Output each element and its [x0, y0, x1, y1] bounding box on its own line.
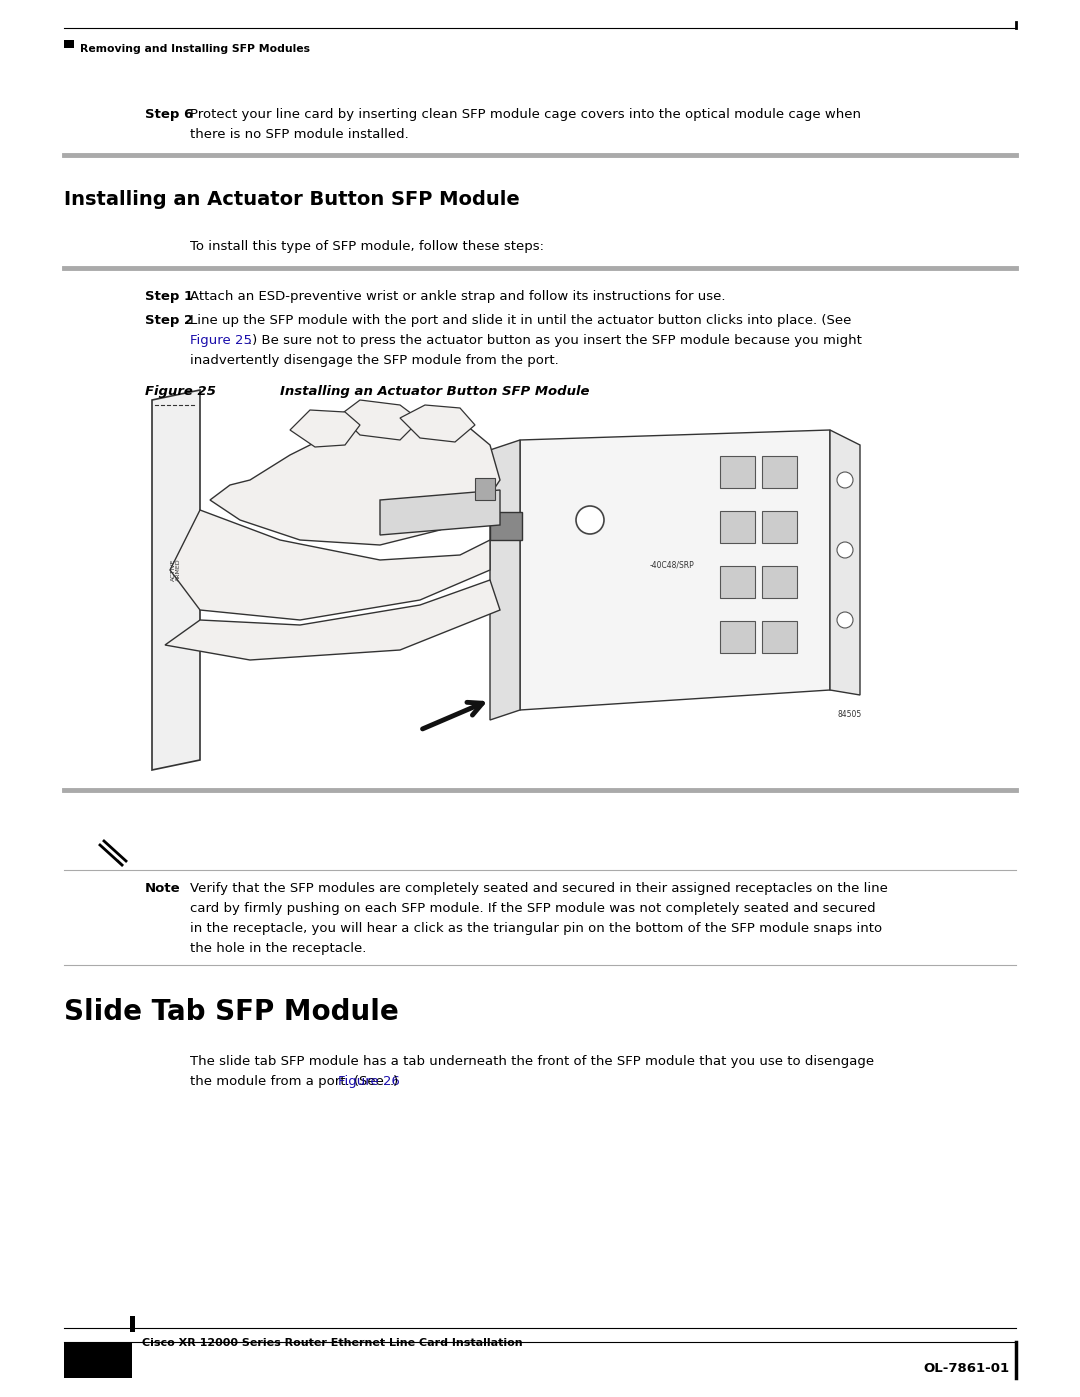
Bar	[762, 511, 797, 543]
Text: OL-7861-01: OL-7861-01	[923, 1362, 1010, 1375]
Text: Note: Note	[145, 882, 180, 895]
Text: Slide Tab SFP Module: Slide Tab SFP Module	[64, 997, 399, 1025]
Text: the module from a port. (See: the module from a port. (See	[190, 1076, 388, 1088]
Text: Figure 25: Figure 25	[145, 386, 216, 398]
Polygon shape	[165, 580, 500, 659]
Bar	[720, 455, 755, 488]
Bar	[720, 511, 755, 543]
Text: .): .)	[390, 1076, 400, 1088]
Polygon shape	[400, 405, 475, 441]
Text: Attach an ESD-preventive wrist or ankle strap and follow its instructions for us: Attach an ESD-preventive wrist or ankle …	[190, 291, 726, 303]
Polygon shape	[210, 415, 500, 545]
Polygon shape	[340, 400, 420, 440]
Bar	[762, 455, 797, 488]
Bar	[64, 1343, 132, 1377]
Polygon shape	[291, 409, 360, 447]
Text: card by firmly pushing on each SFP module. If the SFP module was not completely : card by firmly pushing on each SFP modul…	[190, 902, 876, 915]
Text: there is no SFP module installed.: there is no SFP module installed.	[190, 129, 408, 141]
Bar	[720, 622, 755, 652]
Text: .) Be sure not to press the actuator button as you insert the SFP module because: .) Be sure not to press the actuator but…	[248, 334, 862, 346]
Text: Removing and Installing SFP Modules: Removing and Installing SFP Modules	[80, 43, 310, 54]
Text: Figure 26: Figure 26	[338, 1076, 400, 1088]
Text: in the receptacle, you will hear a click as the triangular pin on the bottom of : in the receptacle, you will hear a click…	[190, 922, 882, 935]
Polygon shape	[831, 430, 860, 694]
Text: The slide tab SFP module has a tab underneath the front of the SFP module that y: The slide tab SFP module has a tab under…	[190, 1055, 874, 1067]
Text: Figure 25: Figure 25	[190, 334, 252, 346]
Text: Verify that the SFP modules are completely seated and secured in their assigned : Verify that the SFP modules are complete…	[190, 882, 888, 895]
Bar	[720, 566, 755, 598]
Text: the hole in the receptacle.: the hole in the receptacle.	[190, 942, 366, 956]
Circle shape	[837, 472, 853, 488]
Bar	[130, 1316, 135, 1331]
Text: Cisco XR 12000 Series Router Ethernet Line Card Installation: Cisco XR 12000 Series Router Ethernet Li…	[141, 1338, 523, 1348]
Polygon shape	[519, 430, 831, 710]
Text: To install this type of SFP module, follow these steps:: To install this type of SFP module, foll…	[190, 240, 544, 253]
Polygon shape	[380, 490, 500, 535]
Bar	[490, 511, 522, 541]
Text: ACTIVE
ARMED: ACTIVE ARMED	[171, 559, 181, 581]
Text: Step 6: Step 6	[145, 108, 193, 122]
Text: Installing an Actuator Button SFP Module: Installing an Actuator Button SFP Module	[280, 386, 590, 398]
Text: 34: 34	[86, 1362, 110, 1380]
Text: -40C48/SRP: -40C48/SRP	[650, 560, 694, 569]
Polygon shape	[490, 440, 519, 719]
Bar	[150, 400, 860, 775]
Text: inadvertently disengage the SFP module from the port.: inadvertently disengage the SFP module f…	[190, 353, 558, 367]
Text: Step 2: Step 2	[145, 314, 193, 327]
Text: Step 1: Step 1	[145, 291, 193, 303]
Text: Protect your line card by inserting clean SFP module cage covers into the optica: Protect your line card by inserting clea…	[190, 108, 861, 122]
Circle shape	[576, 506, 604, 534]
Bar	[762, 622, 797, 652]
Circle shape	[837, 542, 853, 557]
Circle shape	[837, 612, 853, 629]
Polygon shape	[170, 510, 490, 620]
Bar	[475, 478, 495, 500]
Text: 84505: 84505	[838, 710, 862, 719]
Text: Line up the SFP module with the port and slide it in until the actuator button c: Line up the SFP module with the port and…	[190, 314, 851, 327]
Bar	[762, 566, 797, 598]
Text: Installing an Actuator Button SFP Module: Installing an Actuator Button SFP Module	[64, 190, 519, 210]
Bar	[64, 41, 75, 47]
Polygon shape	[152, 390, 200, 770]
